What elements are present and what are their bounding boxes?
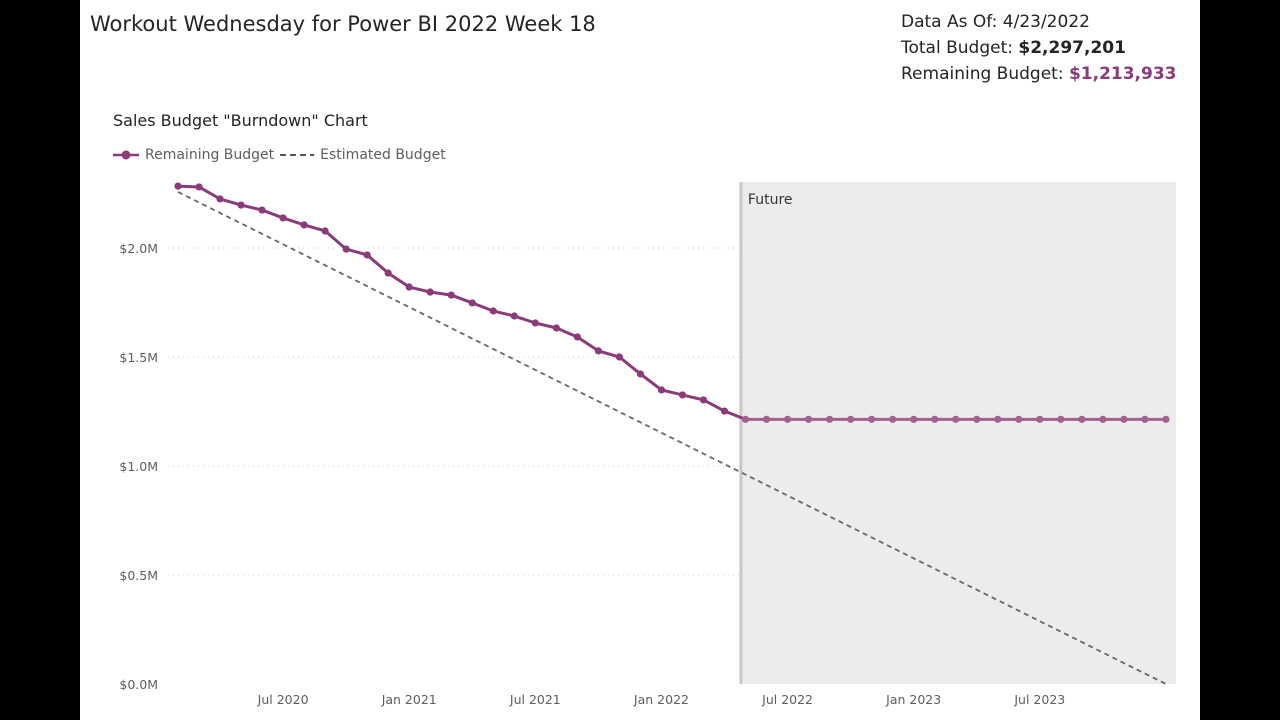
- remaining-budget-point[interactable]: [826, 415, 834, 423]
- y-tick-label: $2.0M: [119, 241, 158, 256]
- remaining-budget-point[interactable]: [1141, 415, 1149, 423]
- future-label: Future: [748, 192, 793, 208]
- remaining-budget-point[interactable]: [468, 299, 476, 307]
- x-tick-label: Jul 2021: [509, 692, 561, 707]
- total-budget-label: Total Budget:: [901, 38, 1013, 58]
- x-tick-label: Jan 2023: [885, 692, 941, 707]
- remaining-budget-point[interactable]: [531, 319, 539, 327]
- remaining-budget-line: [177, 184, 747, 421]
- total-budget-value: $2,297,201: [1018, 38, 1126, 58]
- remaining-budget-point[interactable]: [783, 415, 792, 423]
- remaining-budget-point[interactable]: [994, 415, 1002, 423]
- remaining-budget-point[interactable]: [678, 391, 687, 399]
- x-tick-label: Jul 2022: [761, 692, 813, 707]
- remaining-budget-point[interactable]: [973, 415, 981, 423]
- remaining-budget-point[interactable]: [1078, 415, 1086, 423]
- remaining-budget-point[interactable]: [594, 347, 603, 355]
- remaining-budget-point[interactable]: [321, 227, 329, 235]
- legend-estimated-dash-icon: [280, 154, 315, 156]
- remaining-budget-point[interactable]: [573, 333, 581, 341]
- y-tick-label: $0.5M: [119, 568, 158, 583]
- remaining-budget-point[interactable]: [1057, 415, 1065, 423]
- y-tick-label: $1.0M: [119, 459, 158, 474]
- remaining-budget-value: $1,213,933: [1068, 64, 1177, 84]
- remaining-budget-point[interactable]: [720, 407, 729, 415]
- remaining-budget-point[interactable]: [931, 415, 939, 423]
- remaining-budget-point[interactable]: [636, 370, 645, 378]
- remaining-budget-point[interactable]: [510, 312, 518, 320]
- remaining-budget-point[interactable]: [363, 251, 371, 259]
- remaining-budget-point[interactable]: [762, 415, 771, 423]
- remaining-budget-point[interactable]: [868, 415, 876, 423]
- remaining-budget-point[interactable]: [258, 206, 266, 214]
- remaining-budget-point[interactable]: [741, 415, 750, 423]
- remaining-budget-point[interactable]: [300, 221, 308, 229]
- remaining-budget-point[interactable]: [952, 415, 960, 423]
- remaining-budget-label: Remaining Budget:: [901, 64, 1064, 84]
- remaining-budget-point[interactable]: [615, 353, 624, 361]
- estimated-budget-line: [177, 191, 1167, 685]
- remaining-budget-point[interactable]: [1099, 415, 1107, 423]
- remaining-budget-point[interactable]: [805, 415, 813, 423]
- data-as-of-value: 4/23/2022: [1002, 12, 1090, 32]
- page-title: Workout Wednesday for Power BI 2022 Week…: [90, 12, 596, 36]
- future-band: [739, 182, 1176, 684]
- remaining-budget-point[interactable]: [489, 307, 497, 315]
- data-as-of-label: Data As Of:: [901, 12, 998, 32]
- remaining-budget-point[interactable]: [342, 245, 350, 253]
- remaining-budget: Remaining Budget: $1,213,933: [901, 64, 1177, 84]
- remaining-budget-point[interactable]: [447, 291, 455, 299]
- remaining-budget-point[interactable]: [847, 415, 855, 423]
- remaining-budget-point[interactable]: [657, 386, 666, 394]
- remaining-budget-point[interactable]: [384, 269, 392, 277]
- legend-remaining-label: Remaining Budget: [145, 147, 275, 163]
- remaining-budget-point[interactable]: [910, 415, 918, 423]
- remaining-budget-point[interactable]: [1162, 415, 1170, 423]
- y-tick-label: $0.0M: [119, 677, 158, 692]
- y-tick-label: $1.5M: [119, 350, 158, 365]
- remaining-budget-point[interactable]: [195, 183, 203, 191]
- data-as-of: Data As Of: 4/23/2022: [901, 12, 1090, 32]
- x-tick-label: Jan 2021: [381, 692, 437, 707]
- remaining-budget-point[interactable]: [174, 182, 182, 190]
- remaining-budget-point[interactable]: [1036, 415, 1044, 423]
- remaining-budget-point[interactable]: [889, 415, 897, 423]
- remaining-budget-point[interactable]: [1015, 415, 1023, 423]
- x-tick-label: Jan 2022: [633, 692, 689, 707]
- remaining-budget-point[interactable]: [699, 396, 708, 404]
- remaining-budget-point[interactable]: [279, 214, 287, 222]
- remaining-budget-point[interactable]: [237, 201, 245, 209]
- x-tick-label: Jul 2020: [257, 692, 309, 707]
- chart-legend[interactable]: Remaining Budget Estimated Budget: [113, 147, 446, 163]
- chart-title: Sales Budget "Burndown" Chart: [113, 111, 368, 130]
- remaining-budget-point[interactable]: [1120, 415, 1128, 423]
- remaining-budget-point[interactable]: [216, 195, 224, 203]
- total-budget: Total Budget: $2,297,201: [901, 38, 1126, 58]
- remaining-budget-point[interactable]: [552, 324, 560, 332]
- remaining-budget-point[interactable]: [426, 288, 434, 296]
- x-tick-label: Jul 2023: [1013, 692, 1065, 707]
- remaining-budget-point[interactable]: [405, 283, 413, 291]
- legend-estimated-label: Estimated Budget: [320, 147, 446, 163]
- legend-remaining-marker-icon: [113, 150, 139, 160]
